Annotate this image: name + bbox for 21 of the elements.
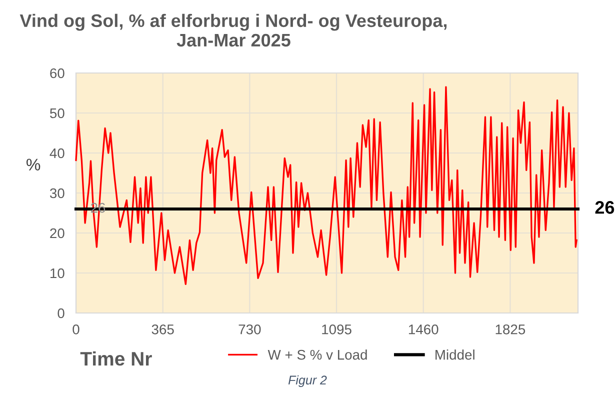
y-tick-label: 60 bbox=[50, 68, 64, 78]
line-series bbox=[75, 86, 578, 286]
text: Figur 2 bbox=[288, 375, 327, 387]
y-tick-label: 50 bbox=[50, 108, 64, 118]
y-tick-label: 20 bbox=[50, 228, 64, 238]
chart-title: Vind og Sol, % af elforbrug i Nord- og Vesteuropa, Jan-Mar 2025 bbox=[20, 14, 447, 47]
y-axis-title: % bbox=[26, 158, 40, 170]
x-tick-label: 365 bbox=[152, 324, 174, 334]
y-tick-label: 30 bbox=[50, 188, 64, 198]
x-axis-title: Time Nr bbox=[80, 351, 152, 366]
legend-label: Middel bbox=[436, 350, 474, 360]
x-tick-label: 1095 bbox=[322, 324, 352, 334]
x-tick-label: 1460 bbox=[408, 324, 438, 334]
y-tick-label: 10 bbox=[50, 268, 64, 278]
legend-label: W + S % v Load bbox=[268, 350, 367, 360]
x-tick-label: 730 bbox=[238, 324, 261, 334]
y-tick-label: 0 bbox=[58, 308, 64, 318]
x-tick-label: 0 bbox=[72, 324, 80, 334]
y-tick-label: 40 bbox=[50, 148, 64, 158]
x-tick-label: 1825 bbox=[496, 324, 526, 334]
annotation: 26 bbox=[595, 201, 614, 214]
